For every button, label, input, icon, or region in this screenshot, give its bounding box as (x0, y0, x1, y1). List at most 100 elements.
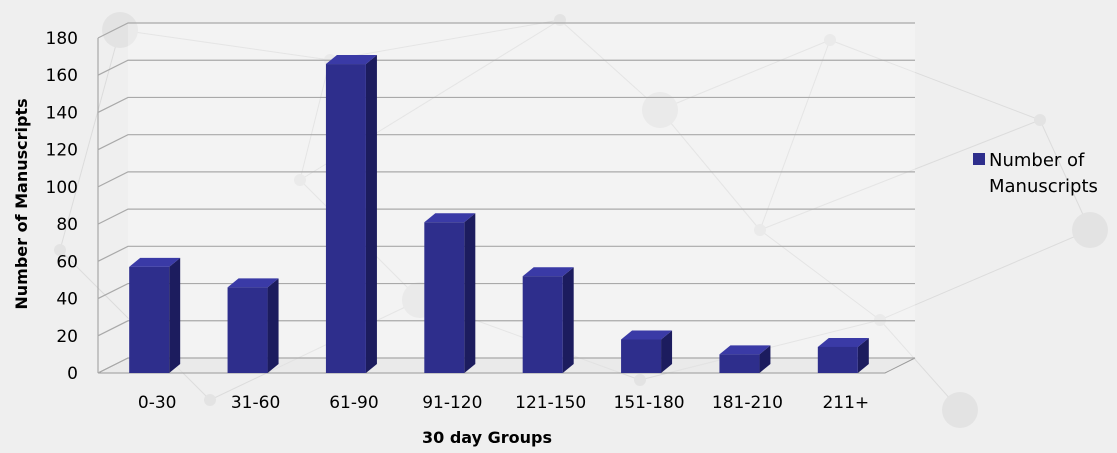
background-node (642, 92, 678, 128)
bar-front (817, 346, 858, 373)
gridline (97, 245, 915, 262)
bar-top (325, 55, 377, 65)
background-link (829, 39, 1041, 121)
background-link (59, 29, 121, 251)
y-tick-label: 180 (46, 29, 78, 49)
gridline (97, 96, 915, 113)
bar-top (719, 345, 771, 355)
bar-top (522, 267, 574, 277)
y-tick-label: 100 (46, 178, 78, 198)
legend: Number of Manuscripts (973, 150, 1098, 197)
legend-label-line-1: Number of (989, 150, 1085, 171)
y-tick-label: 20 (56, 327, 78, 347)
background-link (299, 59, 331, 181)
background-link (119, 29, 331, 61)
gridline (97, 282, 915, 300)
bar-side (267, 278, 279, 373)
background-link (759, 119, 1041, 231)
bar-front (621, 339, 662, 373)
background-link (1039, 119, 1091, 231)
back-wall (128, 23, 915, 358)
x-tick-label: 211+ (822, 393, 869, 413)
background-node (102, 12, 138, 48)
background-node (942, 392, 978, 428)
x-axis-title: 30 day Groups (422, 428, 552, 447)
background-link (879, 229, 1091, 321)
gridline (97, 22, 915, 39)
bar-61-90 (325, 55, 377, 374)
background-node (54, 244, 66, 256)
y-tick-label: 80 (56, 215, 78, 235)
gridline (97, 208, 915, 225)
legend-swatch (973, 153, 985, 165)
gridline (97, 134, 915, 151)
y-tick-label: 120 (46, 141, 78, 161)
background-link (759, 229, 881, 321)
background-link (559, 19, 661, 111)
y-tick-label: 160 (46, 66, 78, 86)
background-node (824, 34, 836, 46)
bar-side (365, 55, 377, 374)
bar-front (227, 287, 268, 373)
bar-side (169, 257, 181, 373)
background-link (209, 299, 421, 401)
background-node (294, 174, 306, 186)
background-node (1034, 114, 1046, 126)
chart-walls (97, 23, 916, 374)
network-background (54, 12, 1108, 428)
bar-0-30 (129, 257, 181, 373)
x-tick-label: 61-90 (329, 393, 378, 413)
x-tick-label: 151-180 (614, 393, 685, 413)
bar-side (464, 213, 476, 373)
legend-label-line-2: Manuscripts (989, 176, 1098, 197)
background-node (754, 224, 766, 236)
bar-91-120 (424, 213, 476, 373)
floor (97, 357, 916, 374)
bar-151-180 (621, 330, 673, 373)
bar-front (522, 276, 563, 373)
bar-front (129, 266, 170, 373)
bar-side (661, 330, 673, 373)
gridline (97, 59, 915, 76)
x-tick-label: 121-150 (515, 393, 586, 413)
bar-181-210 (719, 345, 771, 373)
x-tick-label: 181-210 (712, 393, 783, 413)
bar-211+ (817, 337, 869, 373)
bar-side (857, 337, 869, 373)
x-tick-label: 91-120 (422, 393, 482, 413)
bar-121-150 (522, 267, 574, 373)
y-axis-title: Number of Manuscripts (12, 98, 31, 309)
y-axis-ticks: 0 20 40 60 80 100 120 140 160 180 (46, 29, 78, 384)
background-node (1072, 212, 1108, 248)
background-node (634, 374, 646, 386)
bar-front (325, 64, 366, 374)
bar-side (562, 267, 574, 373)
bar-side (759, 345, 771, 373)
gridlines (97, 22, 915, 374)
bar-top (129, 257, 181, 267)
background-node (874, 314, 886, 326)
bar-31-60 (227, 278, 279, 373)
x-tick-label: 0-30 (138, 393, 177, 413)
background-link (879, 319, 961, 411)
bar-top (424, 213, 476, 223)
bar-front (719, 354, 760, 373)
bars (129, 55, 869, 374)
y-tick-label: 140 (46, 103, 78, 123)
background-link (329, 19, 561, 61)
x-tick-label: 31-60 (231, 393, 280, 413)
y-tick-label: 0 (67, 364, 78, 384)
background-link (659, 39, 831, 111)
bar-top (817, 337, 869, 347)
background-link (659, 109, 761, 231)
gridline (97, 171, 915, 188)
bar-front (424, 222, 465, 373)
gridline (97, 320, 915, 337)
y-tick-label: 60 (56, 252, 78, 272)
y-tick-label: 40 (56, 290, 78, 310)
x-axis-ticks: 0-30 31-60 61-90 91-120 121-150 151-180 181-21… (138, 393, 869, 413)
bar-top (621, 330, 673, 340)
background-node (204, 394, 216, 406)
